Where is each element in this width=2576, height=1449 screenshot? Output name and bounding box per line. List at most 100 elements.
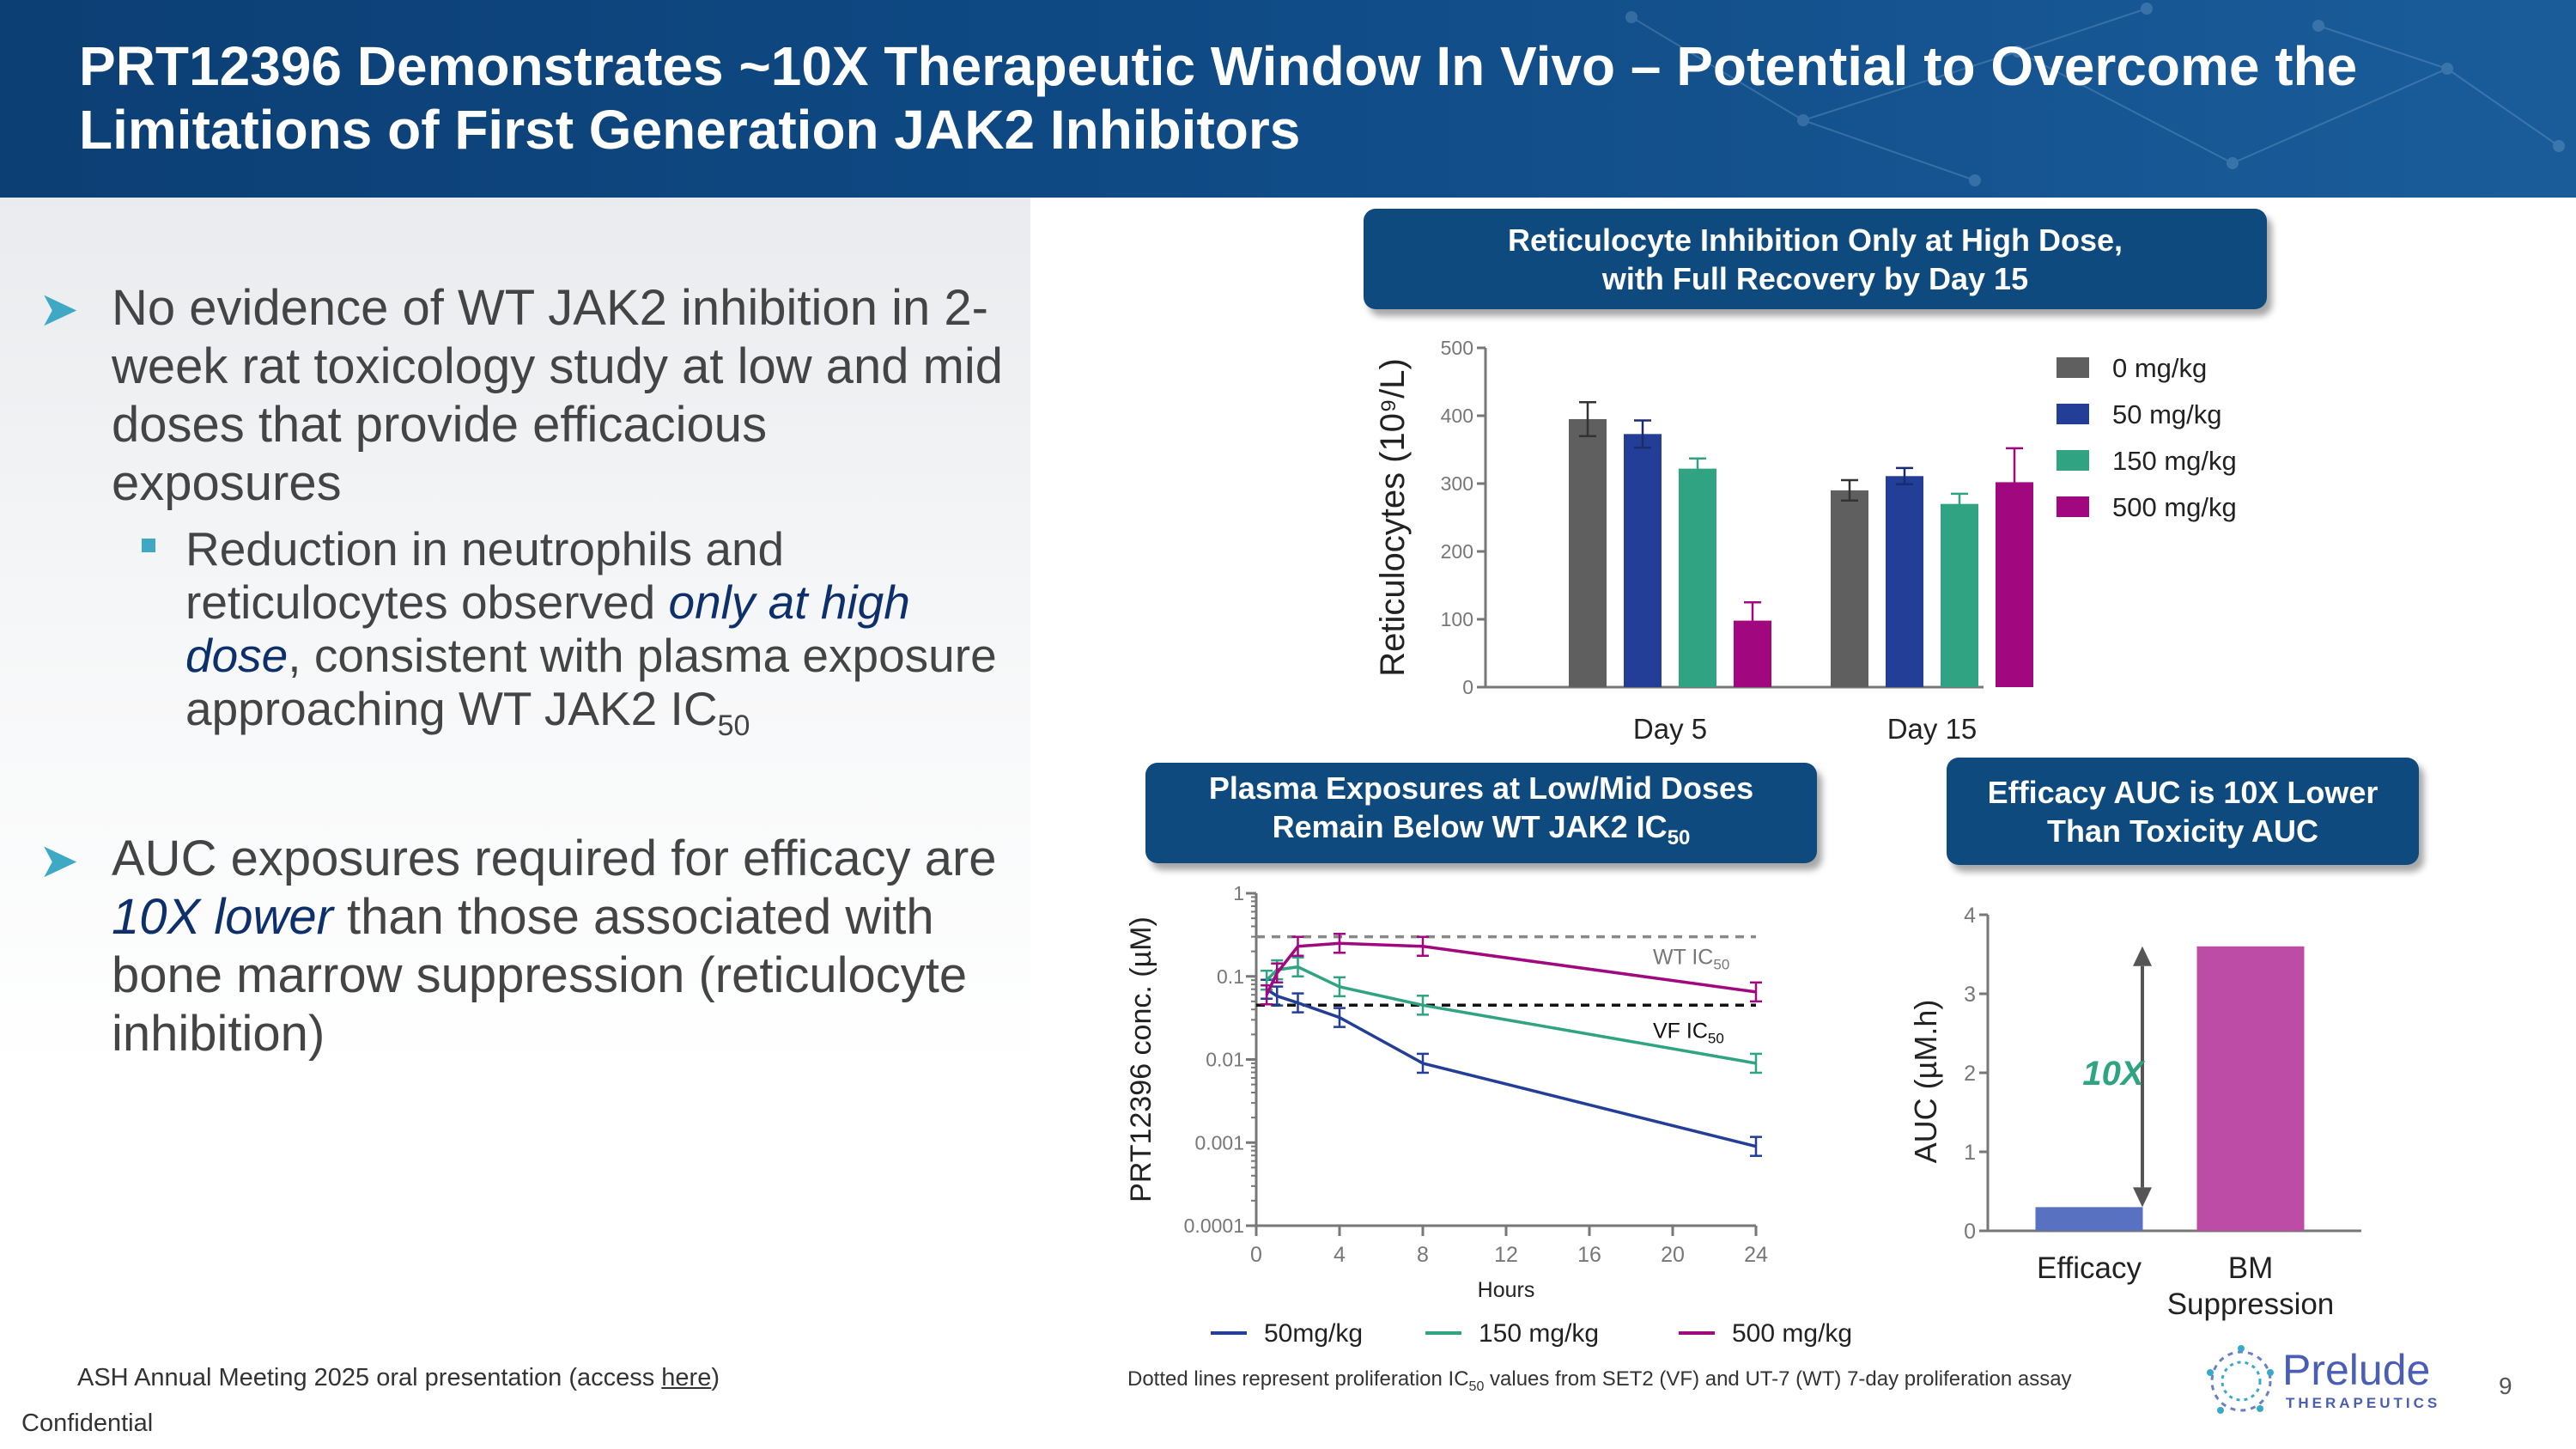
callout-reticulocyte: Reticulocyte Inhibition Only at High Dos… xyxy=(1364,209,2267,309)
callout-line: Than Toxicity AUC xyxy=(2046,813,2319,849)
x-tick-label: 12 xyxy=(1494,1243,1518,1267)
x-category-label-line: Suppression xyxy=(2167,1288,2335,1321)
y-tick-label: 1 xyxy=(1233,882,1244,904)
ratio-arrow-head xyxy=(2133,1187,2152,1208)
legend-label: 50mg/kg xyxy=(1264,1319,1363,1348)
source-citation: ASH Annual Meeting 2025 oral presentatio… xyxy=(77,1364,720,1392)
legend-label: 150 mg/kg xyxy=(2112,446,2237,476)
network-background-graphic xyxy=(1625,3,2565,186)
callout-line: Plasma Exposures at Low/Mid Doses xyxy=(1208,770,1754,806)
y-tick-label: 300 xyxy=(1441,472,1473,495)
bullet-2: AUC exposures required for efficacy are … xyxy=(112,830,1022,1063)
x-category-label: Efficacy xyxy=(2037,1251,2142,1285)
callout-auc: Efficacy AUC is 10X Lower Than Toxicity … xyxy=(1947,758,2419,865)
confidential-label: Confidential xyxy=(21,1409,154,1437)
callout-line: Reticulocyte Inhibition Only at High Dos… xyxy=(1507,222,2123,258)
bar xyxy=(2035,1207,2143,1231)
note-text: Dotted lines represent proliferation IC xyxy=(1127,1367,1469,1391)
y-tick-label: 500 xyxy=(1441,337,1473,359)
ratio-annotation: 10X xyxy=(2082,1055,2145,1093)
legend-swatch xyxy=(2057,404,2089,424)
source-text: ASH Annual Meeting 2025 oral presentatio… xyxy=(77,1364,662,1391)
source-link[interactable]: here xyxy=(661,1364,712,1391)
subscript: 50 xyxy=(717,709,750,742)
x-tick-label: 0 xyxy=(1250,1243,1262,1267)
bullet-2-text-end: than those associated with bone marrow s… xyxy=(112,889,968,1062)
bar xyxy=(1624,434,1662,687)
y-tick-label: 0 xyxy=(1462,676,1473,698)
y-tick-label: 400 xyxy=(1441,405,1473,427)
x-category-label-line: BM xyxy=(2228,1251,2274,1285)
bar xyxy=(1569,418,1607,687)
y-axis-label: AUC (µM.h) xyxy=(1908,1000,1943,1164)
logo-name: Prelude xyxy=(2282,1346,2431,1394)
prelude-logo: Prelude THERAPEUTICS xyxy=(2198,1338,2456,1424)
legend-swatch xyxy=(2057,357,2089,378)
logo-tagline: THERAPEUTICS xyxy=(2286,1395,2441,1411)
legend-swatch xyxy=(2057,496,2089,517)
x-tick-label: 20 xyxy=(1661,1243,1685,1267)
ratio-arrow-head xyxy=(2133,946,2152,966)
legend-label: 50 mg/kg xyxy=(2112,399,2222,429)
y-tick-label: 200 xyxy=(1441,540,1473,563)
bar xyxy=(1886,476,1923,687)
legend-label: 500 mg/kg xyxy=(2112,492,2237,522)
subscript: 50 xyxy=(1667,826,1691,850)
bar xyxy=(1679,468,1716,687)
source-text-end: ) xyxy=(711,1364,720,1391)
dotted-lines-note: Dotted lines represent proliferation IC5… xyxy=(1127,1367,2072,1395)
bar xyxy=(1831,490,1868,687)
header-banner: PRT12396 Demonstrates ~10X Therapeutic W… xyxy=(0,0,2576,198)
legend-label: 0 mg/kg xyxy=(2112,353,2207,383)
sub-bullet-emphasis: only at high dose xyxy=(185,575,910,682)
x-tick-label: 8 xyxy=(1417,1243,1429,1267)
series-line xyxy=(1266,988,1757,1148)
y-tick-label: 0.01 xyxy=(1206,1049,1244,1071)
y-tick-label: 0.0001 xyxy=(1184,1215,1244,1237)
x-category-label: Day 15 xyxy=(1887,713,1978,745)
subscript: 50 xyxy=(1468,1379,1485,1394)
x-tick-label: 24 xyxy=(1744,1243,1768,1267)
bullet-1: No evidence of WT JAK2 inhibition in 2-w… xyxy=(112,280,1004,511)
callout-line: Efficacy AUC is 10X Lower xyxy=(1987,774,2379,810)
bullet-2-emphasis: 10X lower xyxy=(112,889,333,945)
x-axis-label: Hours xyxy=(1478,1278,1535,1302)
series-line xyxy=(1265,941,1757,995)
x-tick-label: 4 xyxy=(1334,1243,1346,1267)
y-tick-label: 0.001 xyxy=(1194,1131,1244,1154)
y-axis-label: Reticulocytes (10⁹/L) xyxy=(1374,358,1412,677)
x-category-label: BM Suppression xyxy=(2167,1251,2335,1321)
x-tick-label: 16 xyxy=(1577,1243,1601,1267)
reference-line-subscript: 50 xyxy=(1708,1030,1724,1046)
page-number: 9 xyxy=(2499,1373,2512,1399)
page-title: PRT12396 Demonstrates ~10X Therapeutic W… xyxy=(79,35,2358,161)
callout-line: Remain Below WT JAK2 IC50 xyxy=(1145,807,1817,857)
callout-text: Remain Below WT JAK2 IC xyxy=(1272,808,1668,844)
reference-line-subscript: 50 xyxy=(1713,957,1729,973)
callout-plasma: Plasma Exposures at Low/Mid Doses Remain… xyxy=(1145,763,1817,863)
x-category-label: Day 5 xyxy=(1633,713,1707,745)
y-tick-label: 100 xyxy=(1441,608,1473,630)
bar xyxy=(1941,503,1978,687)
square-bullet-icon xyxy=(142,539,155,552)
y-tick-label: 2 xyxy=(1964,1062,1976,1086)
arrow-bullet-icon: ➤ xyxy=(39,282,79,336)
y-axis-label: PRT12396 conc. (µM) xyxy=(1125,916,1157,1202)
sub-bullet-text: Reduction in neutrophils and reticulocyt… xyxy=(185,522,785,629)
auc-bar-chart: 0 1 2 3 4 AUC (µM.h) Efficacy BM Suppression 10X xyxy=(1908,904,2361,1321)
legend-label: 500 mg/kg xyxy=(1732,1319,1852,1348)
legend-swatch xyxy=(2057,450,2089,471)
sub-bullet-text-end: , consistent with plasma exposure approa… xyxy=(185,629,997,735)
series-line xyxy=(1265,965,1757,1065)
sub-bullet-1: Reduction in neutrophils and reticulocyt… xyxy=(185,522,1001,752)
reference-line-label: WT IC50 xyxy=(1653,946,1729,973)
reticulocyte-bar-chart: 0 100 200 300 400 500 Reticulocytes (10⁹/L) Day… xyxy=(1374,337,2237,745)
callout-line: with Full Recovery by Day 15 xyxy=(1601,260,2029,296)
y-tick-label: 0.1 xyxy=(1217,965,1244,988)
left-panel xyxy=(0,198,1030,1449)
y-tick-label: 1 xyxy=(1964,1141,1976,1165)
arrow-bullet-icon: ➤ xyxy=(39,833,79,887)
y-tick-label: 3 xyxy=(1964,983,1976,1007)
legend-label: 150 mg/kg xyxy=(1479,1319,1599,1348)
y-tick-label: 0 xyxy=(1964,1220,1976,1244)
